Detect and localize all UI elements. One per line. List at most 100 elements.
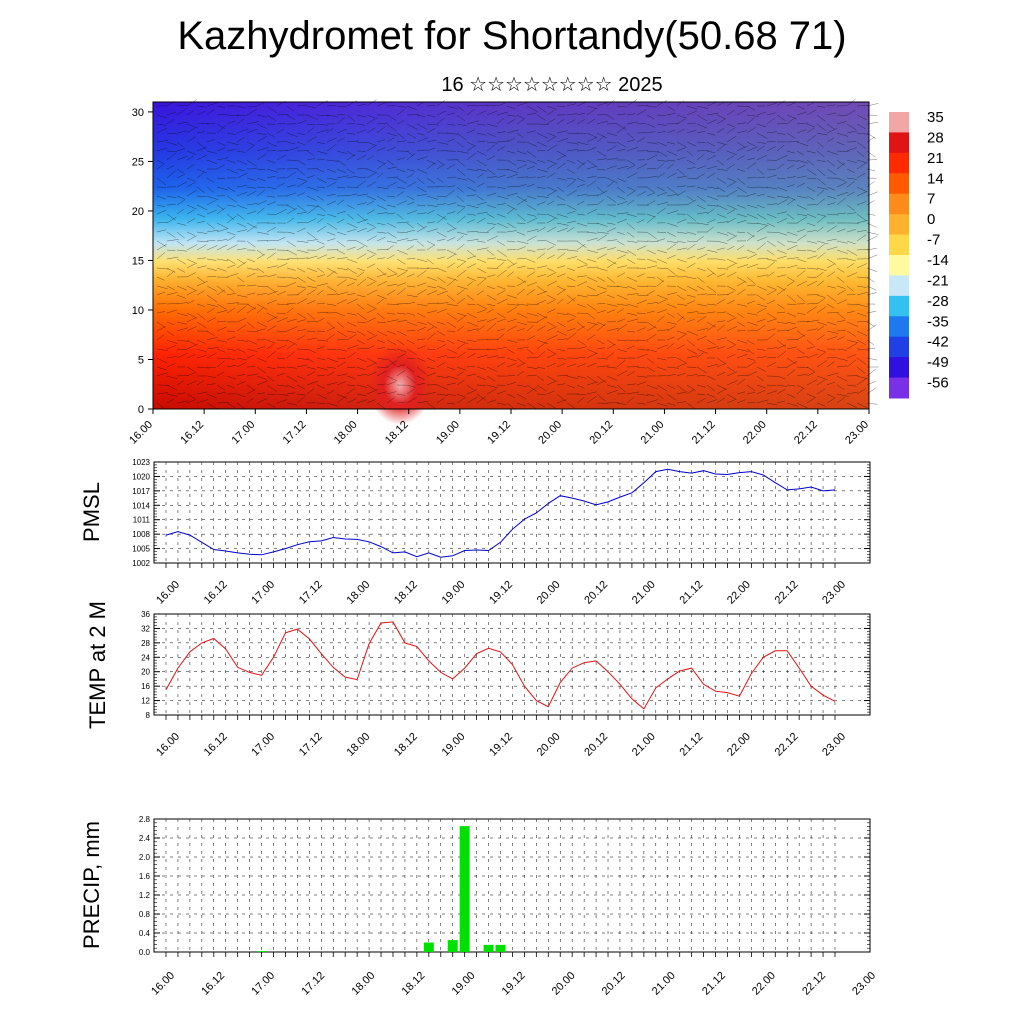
x-tick-label: 23.00 [843,419,871,447]
wind-barb [356,393,367,397]
wind-barb [286,343,295,350]
wind-barb [596,231,609,234]
wind-barb [476,267,487,274]
wind-barb [286,351,295,359]
wind-barb [476,104,489,107]
wind-barb [756,168,764,175]
wind-barb [846,159,857,164]
wind-barb [216,267,227,272]
wind-barb [266,240,278,242]
wind-barb [536,384,547,392]
wind-barb [616,402,626,405]
wind-barb [716,258,726,261]
wind-barb [736,155,745,161]
wind-barb [246,348,258,352]
wind-barb [446,123,456,126]
wind-barb [816,375,828,381]
wind-barb [386,166,398,170]
wind-barb [676,258,687,263]
wind-barb [346,398,357,404]
wind-barb [246,190,257,197]
wind-barb [476,159,487,167]
x-tick-label: 23.00 [820,731,848,759]
wind-barb [456,159,465,167]
wind-barb [766,258,778,262]
wind-barb [526,112,537,116]
wind-barb [736,168,746,172]
wind-barb [716,397,726,404]
wind-barb [466,384,475,391]
wind-barb [186,127,196,134]
wind-barb [766,328,776,332]
wind-barb [436,203,447,206]
wind-barb [396,267,408,272]
wind-barb [436,355,448,359]
wind-barb [646,150,659,153]
wind-barb [176,312,188,317]
wind-barb [766,261,776,269]
wind-barb [676,247,688,251]
wind-barb [376,172,384,179]
wind-barb [646,258,658,263]
wind-barb [296,329,307,332]
wind-barb [686,110,697,116]
y-tick-label: 2.0 [139,853,151,862]
y-tick-label: 36 [141,610,150,619]
wind-barb [386,289,396,296]
wind-barb [586,303,597,311]
wind-barb [436,238,446,242]
wind-barb [616,294,628,300]
wind-barb [256,102,265,107]
wind-barb [256,380,269,386]
wind-barb [686,294,696,298]
wind-barb [256,249,265,256]
wind-barb [266,366,276,370]
wind-barb [836,329,846,332]
wind-barb [346,246,356,251]
wind-barb [676,267,686,272]
wind-barb [186,136,197,143]
wind-barb [456,297,466,305]
wind-barb [396,364,406,368]
wind-barb [506,303,519,306]
wind-barb [466,339,477,342]
wind-barb [836,159,845,166]
wind-barb [436,213,447,220]
wind-barb [836,365,847,368]
x-tick-label: 21.12 [677,579,705,607]
wind-barb [846,168,856,173]
wind-barb [836,121,847,125]
wind-barb [786,281,795,287]
wind-barb [176,294,186,299]
wind-barb [446,105,458,109]
wind-barb [586,362,597,368]
wind-barb [776,177,786,180]
wind-barb [186,123,199,129]
wind-barb [386,132,398,137]
y-tick-label: 1023 [132,458,150,467]
wind-barb [216,360,225,368]
wind-barb [656,384,667,392]
wind-barb [616,285,628,289]
wind-barb [256,321,268,328]
wind-barb [486,141,498,144]
colorbar-swatch [889,234,909,256]
wind-barb [416,338,426,341]
wind-barb [816,132,828,136]
wind-barb [316,366,328,371]
wind-barb [256,240,269,242]
wind-barb [596,375,607,383]
wind-barb [566,177,576,180]
wind-barb [856,114,867,121]
wind-barb [386,360,398,368]
wind-barb [206,195,219,201]
wind-barb [506,318,517,323]
wind-barb [526,141,538,147]
wind-barb [566,267,576,271]
wind-barb [666,240,678,244]
wind-barb [706,346,719,350]
wind-barb [256,275,268,278]
wind-barb [356,339,365,344]
wind-barb [336,357,346,359]
wind-barb [576,375,587,379]
